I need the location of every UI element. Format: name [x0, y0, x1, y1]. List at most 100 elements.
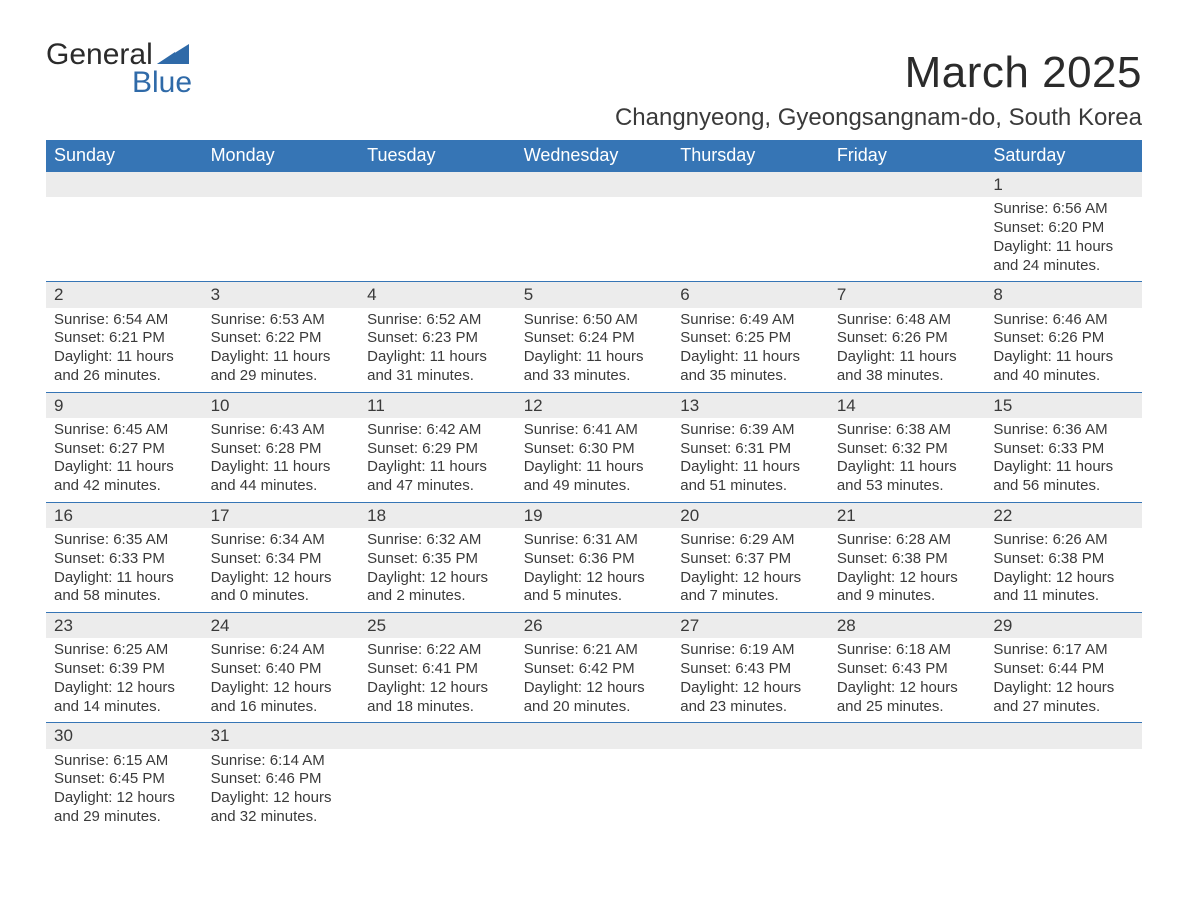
day-data-cell [829, 197, 986, 282]
sunset-text: Sunset: 6:22 PM [211, 329, 352, 348]
day-number-cell: 15 [985, 392, 1142, 418]
daynum-row: 1 [46, 172, 1142, 198]
sunrise-text: Sunrise: 6:35 AM [54, 531, 195, 550]
weekday-header: Tuesday [359, 140, 516, 172]
day-number-cell: 24 [203, 613, 360, 639]
day-number-cell [516, 172, 673, 198]
day-number: 4 [367, 285, 376, 304]
day-number-cell: 4 [359, 282, 516, 308]
daylight-text: Daylight: 12 hours and 23 minutes. [680, 679, 821, 717]
day-data-cell [359, 749, 516, 833]
sunrise-text: Sunrise: 6:19 AM [680, 641, 821, 660]
sunset-text: Sunset: 6:33 PM [54, 550, 195, 569]
day-data-cell: Sunrise: 6:34 AMSunset: 6:34 PMDaylight:… [203, 528, 360, 613]
day-number-cell [985, 723, 1142, 749]
sunrise-text: Sunrise: 6:29 AM [680, 531, 821, 550]
daynum-row: 16171819202122 [46, 502, 1142, 528]
sunset-text: Sunset: 6:43 PM [837, 660, 978, 679]
day-number-cell: 12 [516, 392, 673, 418]
day-number: 14 [837, 396, 856, 415]
daynum-row: 9101112131415 [46, 392, 1142, 418]
day-number-cell: 3 [203, 282, 360, 308]
day-number-cell [672, 723, 829, 749]
day-data-cell: Sunrise: 6:26 AMSunset: 6:38 PMDaylight:… [985, 528, 1142, 613]
day-number-cell: 13 [672, 392, 829, 418]
sunrise-text: Sunrise: 6:43 AM [211, 421, 352, 440]
day-data-cell: Sunrise: 6:49 AMSunset: 6:25 PMDaylight:… [672, 308, 829, 393]
day-data-cell [203, 197, 360, 282]
day-number: 25 [367, 616, 386, 635]
day-number: 27 [680, 616, 699, 635]
daylight-text: Daylight: 12 hours and 0 minutes. [211, 569, 352, 607]
day-number-cell [203, 172, 360, 198]
sunrise-text: Sunrise: 6:14 AM [211, 752, 352, 771]
daylight-text: Daylight: 12 hours and 11 minutes. [993, 569, 1134, 607]
daylight-text: Daylight: 12 hours and 9 minutes. [837, 569, 978, 607]
daylight-text: Daylight: 12 hours and 7 minutes. [680, 569, 821, 607]
day-number-cell: 22 [985, 502, 1142, 528]
day-data-cell: Sunrise: 6:31 AMSunset: 6:36 PMDaylight:… [516, 528, 673, 613]
weekday-header: Friday [829, 140, 986, 172]
day-number-cell: 21 [829, 502, 986, 528]
month-title: March 2025 [905, 48, 1142, 98]
sunrise-text: Sunrise: 6:48 AM [837, 311, 978, 330]
day-number: 2 [54, 285, 63, 304]
day-number: 22 [993, 506, 1012, 525]
sunrise-text: Sunrise: 6:24 AM [211, 641, 352, 660]
day-number-cell: 7 [829, 282, 986, 308]
data-row: Sunrise: 6:25 AMSunset: 6:39 PMDaylight:… [46, 638, 1142, 723]
sunrise-text: Sunrise: 6:36 AM [993, 421, 1134, 440]
day-number-cell: 1 [985, 172, 1142, 198]
day-number-cell: 23 [46, 613, 203, 639]
day-data-cell: Sunrise: 6:19 AMSunset: 6:43 PMDaylight:… [672, 638, 829, 723]
sunrise-text: Sunrise: 6:28 AM [837, 531, 978, 550]
day-number: 20 [680, 506, 699, 525]
day-data-cell: Sunrise: 6:17 AMSunset: 6:44 PMDaylight:… [985, 638, 1142, 723]
daylight-text: Daylight: 12 hours and 32 minutes. [211, 789, 352, 827]
day-number-cell: 14 [829, 392, 986, 418]
day-number-cell: 17 [203, 502, 360, 528]
sunrise-text: Sunrise: 6:41 AM [524, 421, 665, 440]
day-number-cell: 2 [46, 282, 203, 308]
day-data-cell: Sunrise: 6:29 AMSunset: 6:37 PMDaylight:… [672, 528, 829, 613]
daylight-text: Daylight: 12 hours and 20 minutes. [524, 679, 665, 717]
sunrise-text: Sunrise: 6:25 AM [54, 641, 195, 660]
daylight-text: Daylight: 11 hours and 24 minutes. [993, 238, 1134, 276]
day-number: 24 [211, 616, 230, 635]
day-number-cell: 18 [359, 502, 516, 528]
sunrise-text: Sunrise: 6:15 AM [54, 752, 195, 771]
sunset-text: Sunset: 6:32 PM [837, 440, 978, 459]
header-row: General Blue March 2025 [46, 40, 1142, 98]
day-number-cell: 5 [516, 282, 673, 308]
day-number: 30 [54, 726, 73, 745]
day-data-cell: Sunrise: 6:38 AMSunset: 6:32 PMDaylight:… [829, 418, 986, 503]
sunset-text: Sunset: 6:25 PM [680, 329, 821, 348]
sunrise-text: Sunrise: 6:17 AM [993, 641, 1134, 660]
sunset-text: Sunset: 6:35 PM [367, 550, 508, 569]
day-number: 29 [993, 616, 1012, 635]
daylight-text: Daylight: 12 hours and 29 minutes. [54, 789, 195, 827]
day-number-cell: 8 [985, 282, 1142, 308]
weekday-header: Wednesday [516, 140, 673, 172]
daylight-text: Daylight: 11 hours and 31 minutes. [367, 348, 508, 386]
sunrise-text: Sunrise: 6:52 AM [367, 311, 508, 330]
day-data-cell: Sunrise: 6:54 AMSunset: 6:21 PMDaylight:… [46, 308, 203, 393]
day-data-cell [359, 197, 516, 282]
daylight-text: Daylight: 12 hours and 2 minutes. [367, 569, 508, 607]
day-number-cell [829, 723, 986, 749]
day-data-cell: Sunrise: 6:53 AMSunset: 6:22 PMDaylight:… [203, 308, 360, 393]
day-number-cell: 20 [672, 502, 829, 528]
daylight-text: Daylight: 12 hours and 27 minutes. [993, 679, 1134, 717]
day-number-cell: 26 [516, 613, 673, 639]
sunrise-text: Sunrise: 6:31 AM [524, 531, 665, 550]
daylight-text: Daylight: 11 hours and 40 minutes. [993, 348, 1134, 386]
day-number-cell: 28 [829, 613, 986, 639]
day-number-cell [359, 723, 516, 749]
sunset-text: Sunset: 6:26 PM [837, 329, 978, 348]
day-number: 19 [524, 506, 543, 525]
sunset-text: Sunset: 6:40 PM [211, 660, 352, 679]
day-data-cell: Sunrise: 6:24 AMSunset: 6:40 PMDaylight:… [203, 638, 360, 723]
calendar-table: Sunday Monday Tuesday Wednesday Thursday… [46, 140, 1142, 833]
sunset-text: Sunset: 6:24 PM [524, 329, 665, 348]
daynum-row: 3031 [46, 723, 1142, 749]
